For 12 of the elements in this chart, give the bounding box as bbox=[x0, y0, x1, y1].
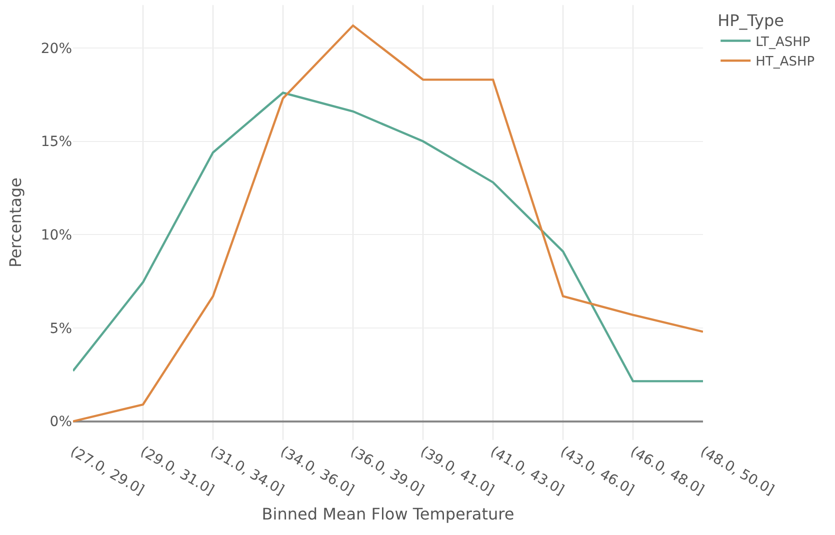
y-tick-label: 0% bbox=[50, 414, 72, 430]
y-axis-title: Percentage bbox=[6, 177, 25, 268]
x-axis-title: Binned Mean Flow Temperature bbox=[262, 504, 514, 524]
legend-label: HT_ASHP bbox=[756, 54, 815, 70]
line-series bbox=[73, 92, 703, 382]
legend-title: HP_Type bbox=[718, 10, 784, 30]
line-series bbox=[73, 24, 703, 422]
y-tick-label: 20% bbox=[40, 40, 72, 57]
y-tick-label: 5% bbox=[50, 320, 72, 337]
legend-label: LT_ASHP bbox=[756, 34, 810, 50]
y-tick-label: 15% bbox=[40, 134, 72, 150]
y-tick-label: 10% bbox=[40, 228, 72, 244]
